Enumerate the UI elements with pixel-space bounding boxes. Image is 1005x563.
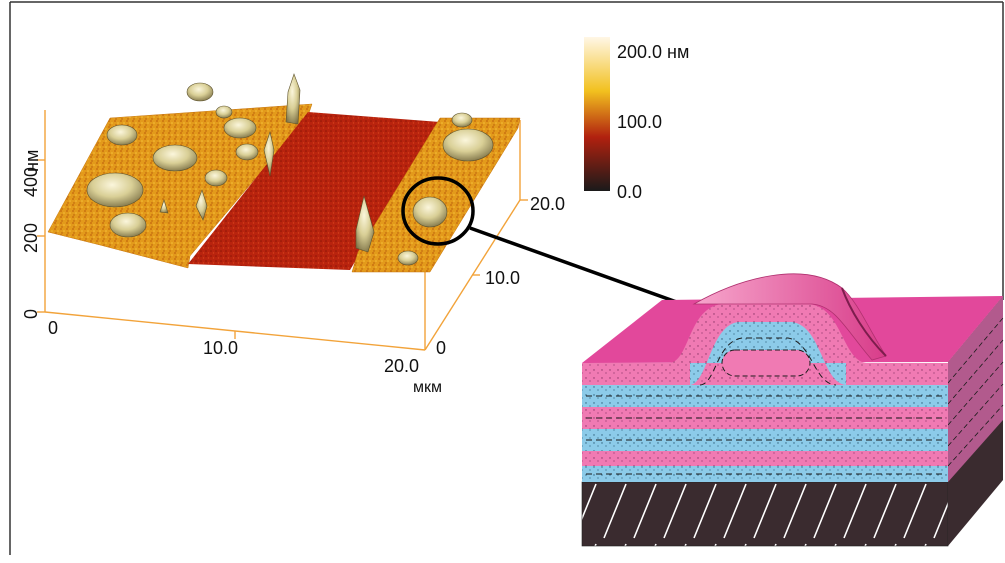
layer-pink-3 (582, 451, 948, 466)
colorbar-min-label: 0.0 (617, 182, 642, 202)
colorbar-gradient (584, 37, 610, 191)
top-ridge (692, 273, 887, 361)
z-tick-400: 400 (21, 167, 41, 197)
layer-blue-3 (582, 466, 948, 482)
figure-frame (9, 1, 1004, 555)
y-tick-0: 0 (436, 338, 446, 358)
x-tick-20: 20.0 (384, 356, 419, 376)
afm-grains (86, 73, 494, 266)
highlight-circle (401, 176, 475, 246)
layer-pink-2 (582, 407, 948, 429)
z-axis-unit: нм (22, 150, 42, 172)
y-tick-10: 10.0 (485, 268, 520, 288)
colorbar-max-label: 200.0 нм (617, 42, 689, 62)
afm-axes (37, 110, 528, 351)
z-tick-0: 0 (21, 309, 41, 319)
afm-surface-channel (188, 112, 440, 270)
x-tick-10: 10.0 (203, 338, 238, 358)
layer-schematic (581, 273, 1004, 547)
z-tick-200: 200 (21, 223, 41, 253)
afm-plot: нм 0 200 400 0 10.0 20.0 0 10.0 20.0 мкм (21, 73, 565, 396)
colorbar: 200.0 нм 100.0 0.0 (584, 37, 689, 202)
substrate-front (581, 481, 949, 547)
embedded-particle (721, 349, 811, 377)
colorbar-mid-label: 100.0 (617, 112, 662, 132)
y-tick-20: 20.0 (530, 194, 565, 214)
x-tick-0: 0 (48, 318, 58, 338)
layer-blue-2 (582, 429, 948, 451)
xy-axis-unit: мкм (413, 379, 442, 396)
layer-blue-1 (582, 385, 948, 407)
